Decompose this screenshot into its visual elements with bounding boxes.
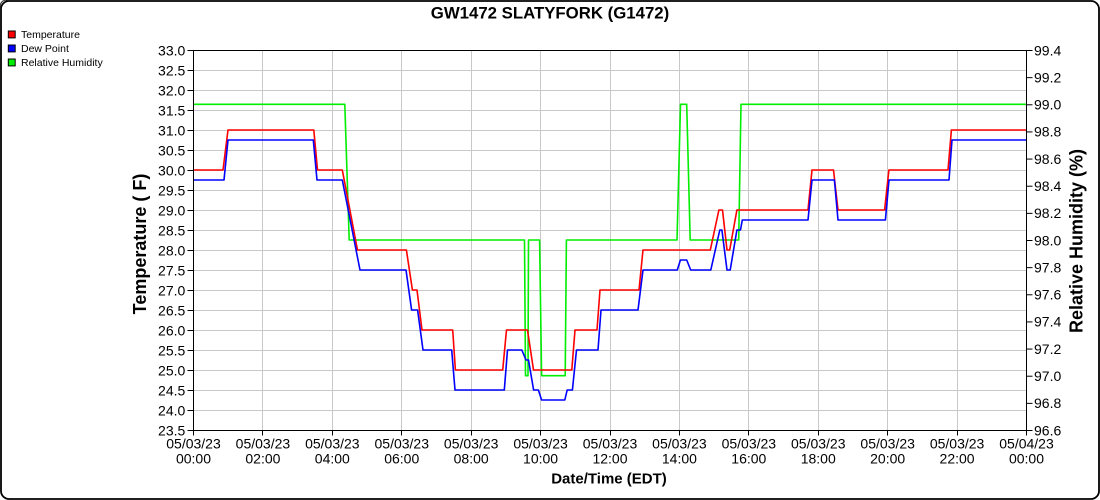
svg-text:GW1472 SLATYFORK (G1472): GW1472 SLATYFORK (G1472) [431, 3, 669, 22]
svg-text:32.5: 32.5 [158, 62, 185, 78]
svg-text:08:00: 08:00 [454, 450, 489, 466]
svg-text:05/03/23: 05/03/23 [722, 435, 777, 451]
svg-text:27.0: 27.0 [158, 282, 185, 298]
svg-text:98.6: 98.6 [1034, 151, 1061, 167]
svg-text:00:00: 00:00 [1009, 450, 1044, 466]
svg-text:20:00: 20:00 [870, 450, 905, 466]
svg-text:22:00: 22:00 [940, 450, 975, 466]
svg-text:24.5: 24.5 [158, 382, 185, 398]
svg-text:Relative Humidity: Relative Humidity [21, 57, 103, 69]
svg-text:97.8: 97.8 [1034, 259, 1061, 275]
svg-text:Relative Humidity (%): Relative Humidity (%) [1067, 149, 1087, 333]
svg-text:28.5: 28.5 [158, 222, 185, 238]
svg-text:32.0: 32.0 [158, 82, 185, 98]
svg-text:97.2: 97.2 [1034, 341, 1061, 357]
svg-text:05/03/23: 05/03/23 [791, 435, 846, 451]
svg-text:02:00: 02:00 [245, 450, 280, 466]
svg-text:26.0: 26.0 [158, 322, 185, 338]
svg-text:98.8: 98.8 [1034, 124, 1061, 140]
svg-text:26.5: 26.5 [158, 302, 185, 318]
svg-text:16:00: 16:00 [731, 450, 766, 466]
svg-text:98.2: 98.2 [1034, 205, 1061, 221]
svg-text:96.8: 96.8 [1034, 395, 1061, 411]
svg-text:00:00: 00:00 [176, 450, 211, 466]
svg-text:97.4: 97.4 [1034, 314, 1061, 330]
svg-text:05/03/23: 05/03/23 [166, 435, 221, 451]
svg-text:Dew Point: Dew Point [21, 43, 69, 55]
svg-text:23.5: 23.5 [158, 422, 185, 438]
svg-text:24.0: 24.0 [158, 402, 185, 418]
svg-text:05/04/23: 05/04/23 [999, 435, 1054, 451]
svg-text:05/03/23: 05/03/23 [305, 435, 360, 451]
svg-text:05/03/23: 05/03/23 [236, 435, 291, 451]
svg-text:29.0: 29.0 [158, 202, 185, 218]
svg-text:05/03/23: 05/03/23 [652, 435, 707, 451]
svg-text:31.0: 31.0 [158, 122, 185, 138]
svg-text:05/03/23: 05/03/23 [513, 435, 568, 451]
svg-text:Temperature: Temperature [21, 29, 80, 41]
svg-text:28.0: 28.0 [158, 242, 185, 258]
svg-text:99.4: 99.4 [1034, 42, 1061, 58]
svg-text:05/03/23: 05/03/23 [375, 435, 430, 451]
svg-text:12:00: 12:00 [592, 450, 627, 466]
svg-text:99.2: 99.2 [1034, 69, 1061, 85]
svg-text:05/03/23: 05/03/23 [930, 435, 985, 451]
svg-text:99.0: 99.0 [1034, 97, 1061, 113]
svg-text:25.0: 25.0 [158, 362, 185, 378]
svg-text:97.6: 97.6 [1034, 287, 1061, 303]
svg-text:27.5: 27.5 [158, 262, 185, 278]
svg-text:10:00: 10:00 [523, 450, 558, 466]
svg-text:05/03/23: 05/03/23 [444, 435, 499, 451]
svg-text:96.6: 96.6 [1034, 422, 1061, 438]
svg-text:Date/Time (EDT): Date/Time (EDT) [551, 471, 667, 488]
svg-text:30.0: 30.0 [158, 162, 185, 178]
svg-text:18:00: 18:00 [801, 450, 836, 466]
svg-text:98.4: 98.4 [1034, 178, 1061, 194]
svg-text:Temperature ( F): Temperature ( F) [130, 174, 150, 315]
svg-text:97.0: 97.0 [1034, 368, 1061, 384]
svg-text:33.0: 33.0 [158, 42, 185, 58]
svg-text:14:00: 14:00 [662, 450, 697, 466]
svg-text:31.5: 31.5 [158, 102, 185, 118]
svg-text:06:00: 06:00 [384, 450, 419, 466]
svg-text:25.5: 25.5 [158, 342, 185, 358]
svg-text:05/03/23: 05/03/23 [860, 435, 915, 451]
svg-text:05/03/23: 05/03/23 [583, 435, 638, 451]
svg-text:29.5: 29.5 [158, 182, 185, 198]
svg-text:30.5: 30.5 [158, 142, 185, 158]
svg-text:04:00: 04:00 [315, 450, 350, 466]
svg-text:98.0: 98.0 [1034, 232, 1061, 248]
